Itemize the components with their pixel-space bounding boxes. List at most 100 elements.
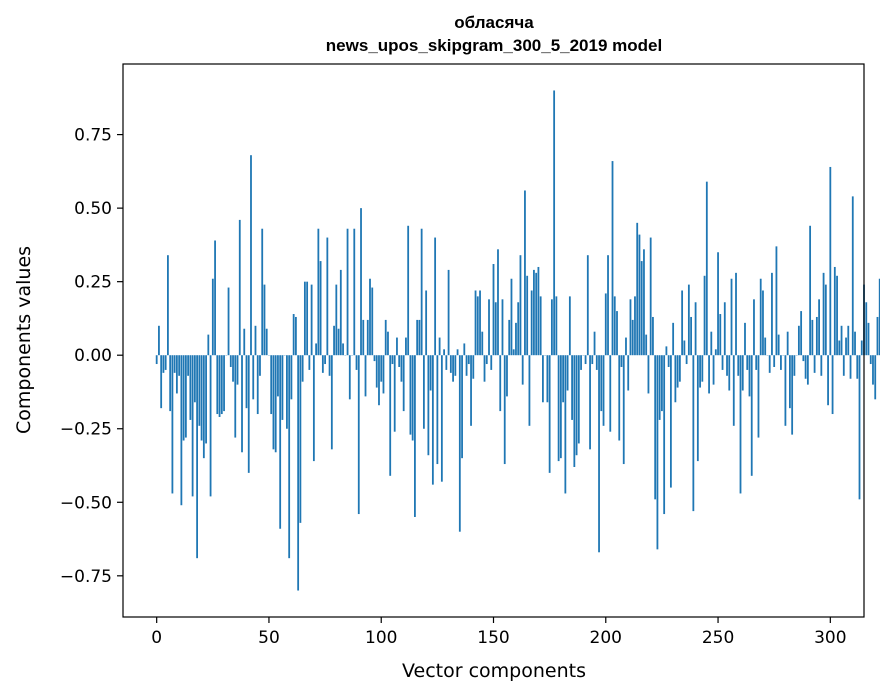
bar-99 <box>378 355 380 406</box>
bar-300 <box>829 166 832 356</box>
bar-162 <box>519 255 522 356</box>
bar-309 <box>849 355 852 379</box>
bar-231 <box>674 355 677 403</box>
bar-15 <box>189 355 192 420</box>
bar-283 <box>791 355 794 435</box>
bar-199 <box>602 355 605 426</box>
bar-306 <box>842 355 845 376</box>
bar-47 <box>261 228 264 356</box>
bar-20 <box>200 355 203 441</box>
bar-25 <box>211 278 214 356</box>
bar-59 <box>288 355 291 559</box>
bar-321 <box>876 316 879 356</box>
bar-204 <box>613 296 616 356</box>
bar-79 <box>333 325 335 356</box>
bar-149 <box>490 355 493 370</box>
bar-253 <box>723 302 726 356</box>
x-tick-label: 0 <box>151 628 162 648</box>
bar-130 <box>447 269 450 356</box>
bar-164 <box>524 190 526 356</box>
bar-240 <box>694 302 697 356</box>
bar-45 <box>256 355 259 415</box>
bar-322 <box>878 278 880 356</box>
bar-148 <box>488 299 490 356</box>
bar-49 <box>265 328 268 356</box>
bar-273 <box>768 355 771 373</box>
bar-144 <box>479 290 481 356</box>
bar-282 <box>789 355 791 409</box>
bar-257 <box>732 355 735 426</box>
bar-234 <box>681 290 684 356</box>
bar-205 <box>616 311 618 356</box>
bar-141 <box>472 355 475 379</box>
bar-227 <box>665 346 668 356</box>
bar-22 <box>205 355 207 444</box>
bar-33 <box>229 355 232 367</box>
bar-46 <box>259 355 261 376</box>
bar-71 <box>315 343 318 356</box>
bar-100 <box>380 355 383 382</box>
bar-311 <box>854 331 856 356</box>
bar-307 <box>845 337 847 356</box>
bar-23 <box>207 334 210 356</box>
bar-150 <box>492 264 495 356</box>
bar-229 <box>669 355 672 488</box>
bar-135 <box>458 355 461 532</box>
bar-233 <box>678 355 681 382</box>
bar-252 <box>721 355 724 370</box>
bar-132 <box>452 355 454 382</box>
bar-69 <box>310 284 313 356</box>
bar-158 <box>510 278 513 356</box>
bar-157 <box>508 319 511 356</box>
bar-179 <box>557 355 560 462</box>
bar-107 <box>396 337 398 356</box>
bar-286 <box>797 325 800 356</box>
bar-288 <box>802 355 805 362</box>
bar-210 <box>627 355 630 391</box>
bar-86 <box>348 355 351 400</box>
bar-189 <box>580 355 582 370</box>
bar-245 <box>705 181 708 356</box>
bar-127 <box>440 355 443 482</box>
bar-264 <box>748 355 751 397</box>
bar-4 <box>164 355 167 370</box>
bar-166 <box>528 355 531 426</box>
bar-54 <box>277 355 279 397</box>
bar-48 <box>263 284 266 356</box>
bar-37 <box>238 219 241 356</box>
bar-193 <box>589 355 591 450</box>
bar-119 <box>422 355 425 429</box>
bar-255 <box>728 355 731 391</box>
bar-13 <box>184 355 187 438</box>
bar-198 <box>600 355 603 412</box>
bar-0 <box>155 355 158 365</box>
bar-168 <box>533 269 535 356</box>
bar-185 <box>571 355 573 420</box>
bar-213 <box>634 296 636 356</box>
bar-136 <box>461 355 463 459</box>
bar-195 <box>593 331 596 356</box>
bar-248 <box>712 355 715 385</box>
bar-89 <box>355 355 358 370</box>
bar-28 <box>218 355 221 417</box>
bar-110 <box>402 355 405 412</box>
bar-225 <box>661 355 663 412</box>
bar-152 <box>497 249 499 356</box>
bar-10 <box>178 355 181 376</box>
bar-169 <box>535 272 538 356</box>
bar-232 <box>676 355 679 388</box>
bar-85 <box>346 228 349 356</box>
bar-197 <box>598 355 600 553</box>
bar-261 <box>741 355 744 391</box>
bar-159 <box>512 349 515 356</box>
bar-146 <box>483 355 486 382</box>
bar-247 <box>710 331 713 356</box>
bar-292 <box>811 319 814 356</box>
bar-2 <box>160 355 163 409</box>
bar-263 <box>746 355 749 370</box>
bar-97 <box>373 355 376 362</box>
bar-180 <box>559 355 562 459</box>
bar-262 <box>744 322 746 356</box>
bar-192 <box>586 255 589 356</box>
bar-220 <box>649 237 652 356</box>
